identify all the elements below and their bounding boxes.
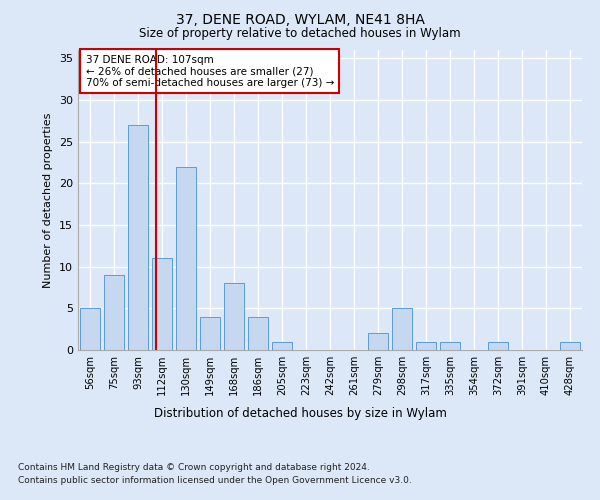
Text: 37, DENE ROAD, WYLAM, NE41 8HA: 37, DENE ROAD, WYLAM, NE41 8HA xyxy=(176,12,424,26)
Bar xyxy=(560,342,580,350)
Bar xyxy=(272,342,292,350)
Bar xyxy=(368,334,388,350)
Text: Contains HM Land Registry data © Crown copyright and database right 2024.: Contains HM Land Registry data © Crown c… xyxy=(18,462,370,471)
Bar xyxy=(80,308,100,350)
Bar xyxy=(176,166,196,350)
Bar xyxy=(248,316,268,350)
Bar xyxy=(224,284,244,350)
Bar xyxy=(392,308,412,350)
Bar xyxy=(440,342,460,350)
Bar xyxy=(152,258,172,350)
Text: Distribution of detached houses by size in Wylam: Distribution of detached houses by size … xyxy=(154,408,446,420)
Bar xyxy=(488,342,508,350)
Text: Contains public sector information licensed under the Open Government Licence v3: Contains public sector information licen… xyxy=(18,476,412,485)
Bar xyxy=(104,275,124,350)
Bar xyxy=(416,342,436,350)
Bar xyxy=(128,125,148,350)
Y-axis label: Number of detached properties: Number of detached properties xyxy=(43,112,53,288)
Text: 37 DENE ROAD: 107sqm
← 26% of detached houses are smaller (27)
70% of semi-detac: 37 DENE ROAD: 107sqm ← 26% of detached h… xyxy=(86,54,334,88)
Text: Size of property relative to detached houses in Wylam: Size of property relative to detached ho… xyxy=(139,28,461,40)
Bar xyxy=(200,316,220,350)
